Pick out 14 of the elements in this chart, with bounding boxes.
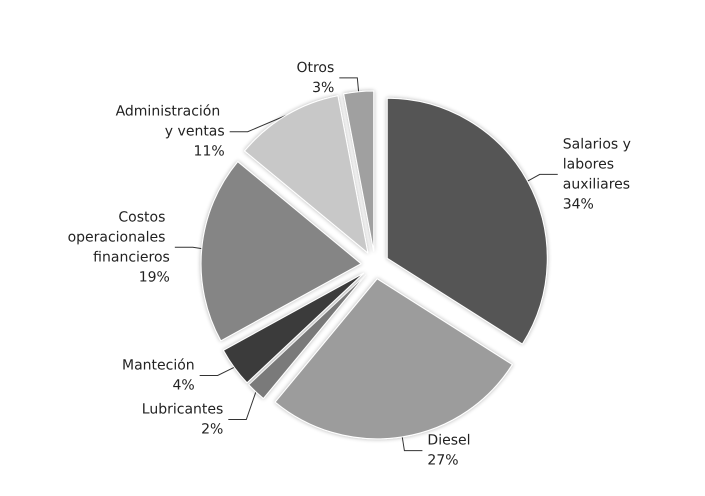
slice-label: Manteción (122, 358, 195, 374)
data-label: 2% (201, 421, 224, 438)
slice-label: Costos operacionales financieros (68, 209, 170, 266)
slice-label: Otros (296, 60, 334, 76)
data-label: 4% (172, 378, 195, 394)
slice-label: Administración y ventas (116, 104, 225, 140)
data-label: 11% (194, 144, 225, 160)
data-label: 3% (312, 80, 334, 96)
slice-label: Diesel (427, 432, 471, 449)
data-label: 27% (427, 452, 459, 469)
data-label: 19% (138, 269, 170, 286)
slice-label: Salarios y labores auxiliares (562, 136, 636, 192)
data-label: 34% (562, 196, 594, 212)
slice-label: Lubricantes (142, 401, 224, 418)
